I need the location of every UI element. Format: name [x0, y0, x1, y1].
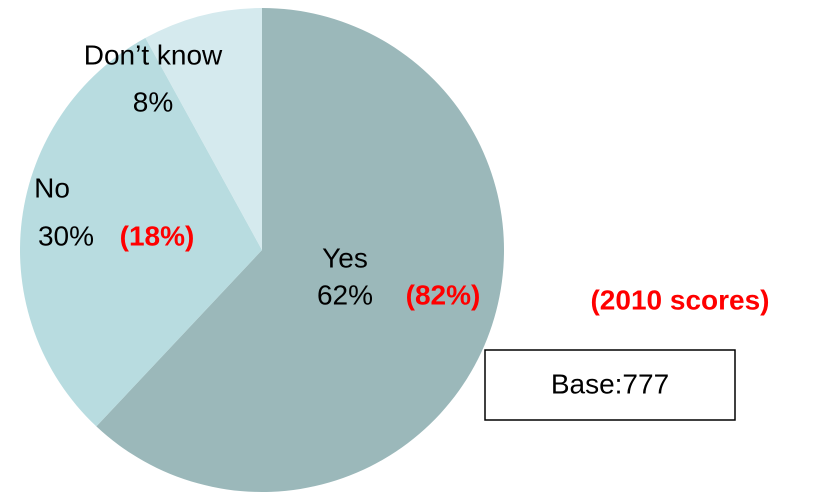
base-label: Base:777 — [551, 368, 669, 399]
category-label: Don’t know — [84, 39, 223, 70]
score-2010-label: (18%) — [120, 220, 195, 251]
pie-slice — [19, 37, 263, 427]
pie-slice — [96, 8, 504, 492]
score-2010-label: (82%) — [406, 279, 481, 310]
category-label: No — [34, 172, 70, 203]
base-box — [484, 349, 736, 421]
pie-slice — [145, 8, 262, 250]
value-label: 8% — [133, 86, 173, 117]
category-label: Yes — [322, 242, 368, 273]
value-label: 62% — [317, 279, 373, 310]
annotation: (2010 scores) — [590, 284, 769, 315]
value-label: 30% — [38, 220, 94, 251]
